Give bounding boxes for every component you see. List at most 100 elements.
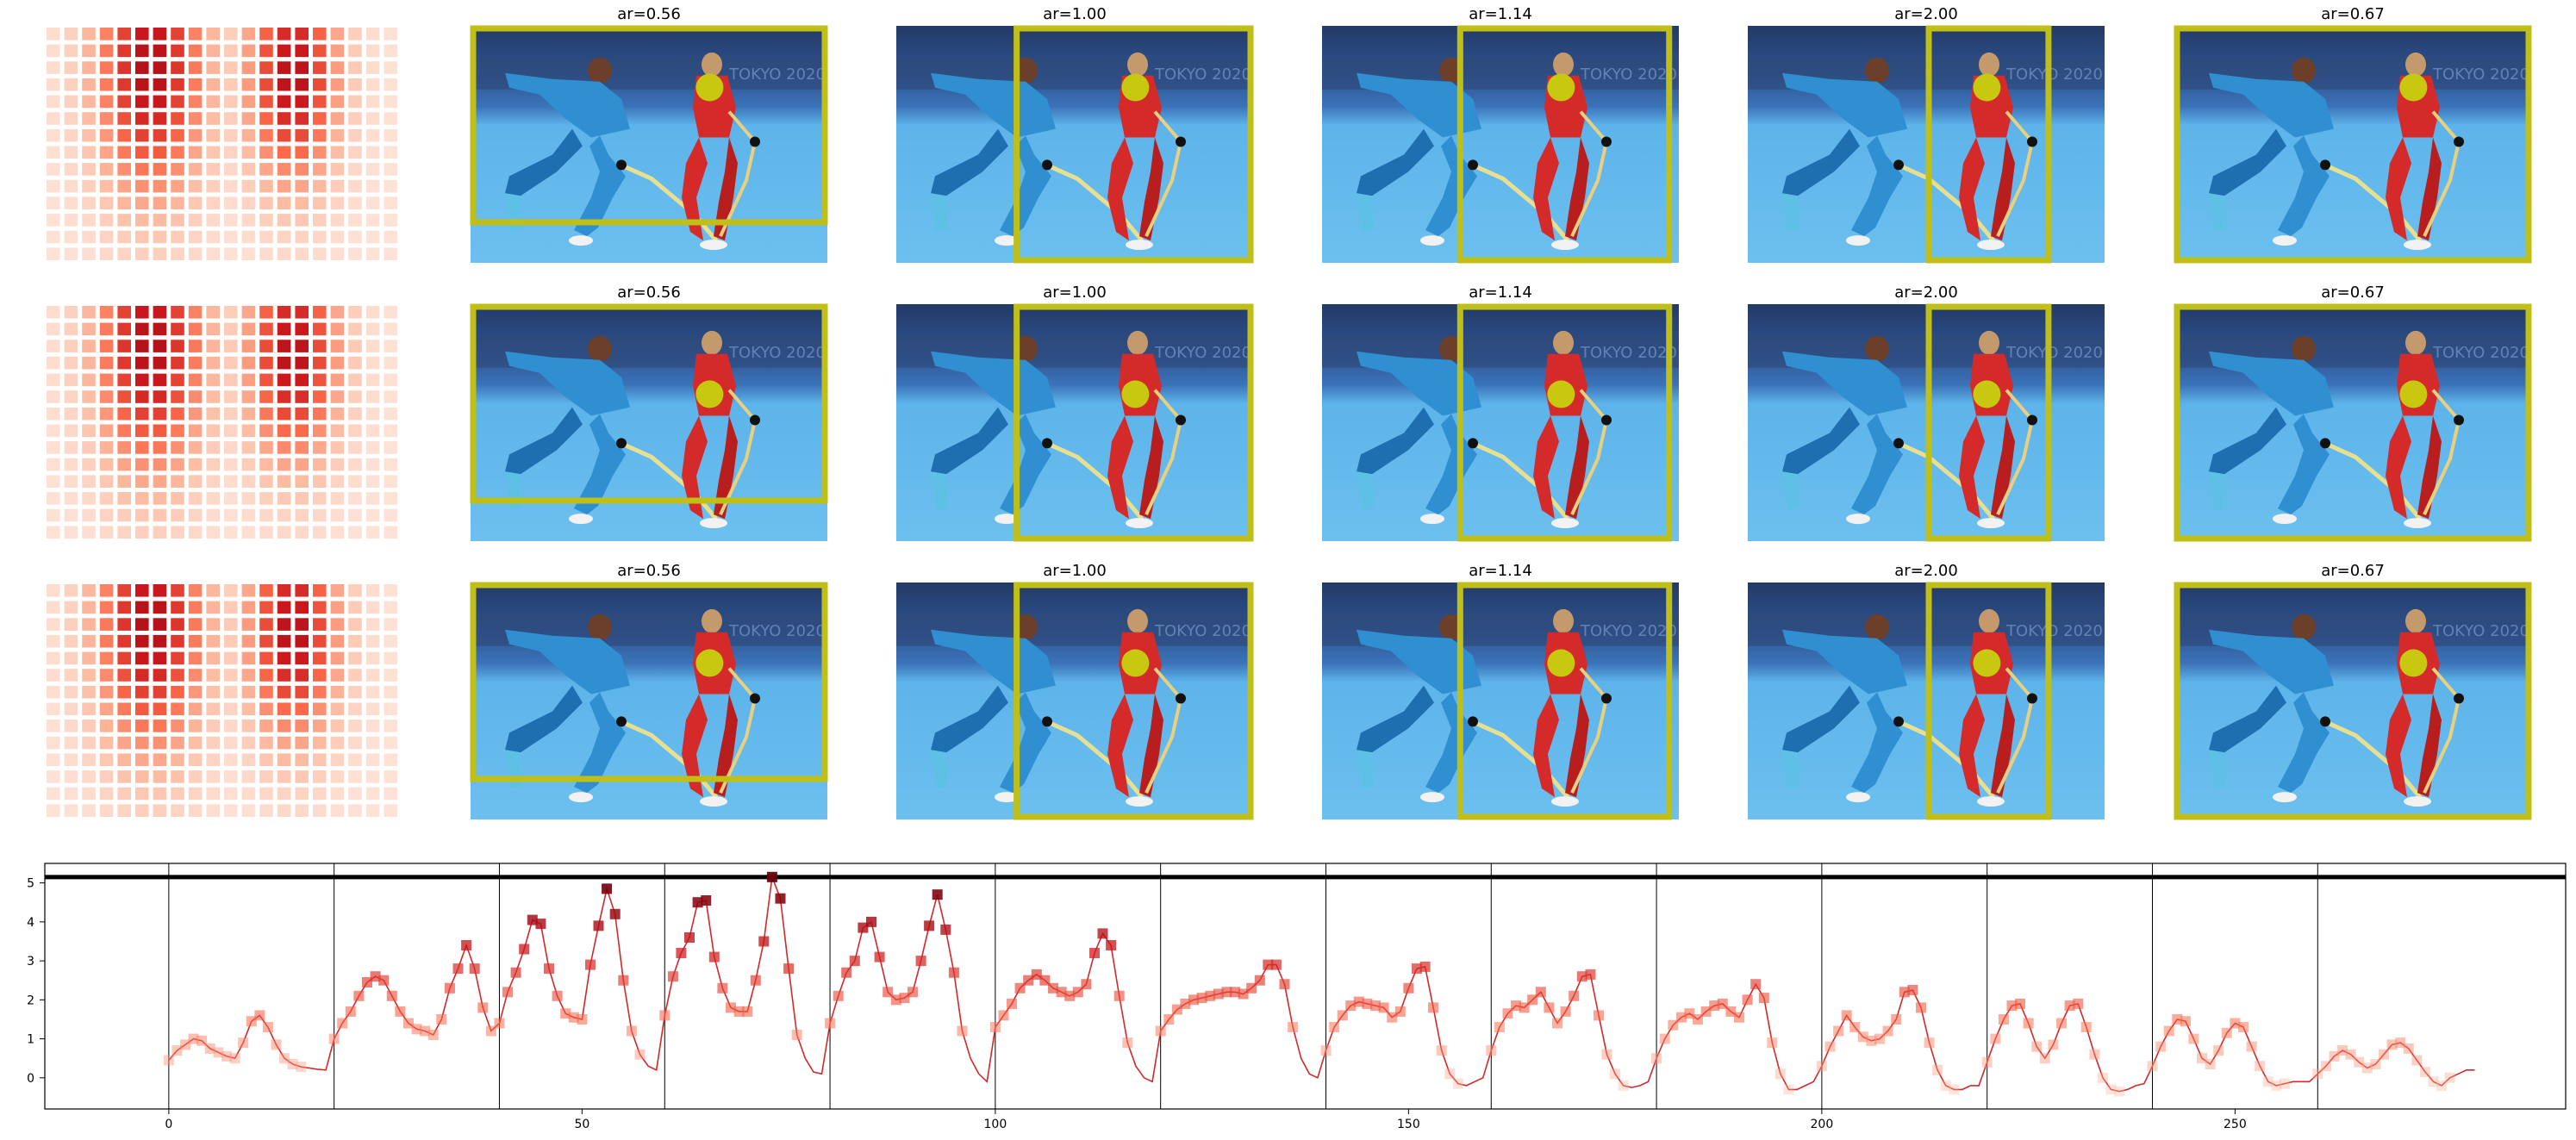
heatmap-cell [153,146,167,159]
heatmap-cell [241,720,256,732]
heatmap-cell [188,163,203,176]
data-point [2023,1018,2034,1029]
heatmap-cell [365,424,380,438]
data-point [254,1010,265,1021]
heatmap-cell [171,787,184,800]
heatmap-cell [47,214,60,227]
data-point [775,893,786,904]
data-point [692,897,703,908]
heatmap-cell [384,787,397,800]
data-point [2073,998,2084,1009]
heatmap-cell [277,651,291,665]
data-point [1668,1019,1679,1031]
heatmap-cell [99,508,114,522]
data-point [271,1039,282,1050]
heatmap-cell [277,196,291,209]
heatmap-cell [277,214,291,227]
heatmap-cell [224,618,238,631]
heatmap-cell [117,163,131,176]
data-point [378,975,390,986]
heatmap-cell [117,61,131,74]
heatmap-cell [99,601,114,614]
data-point [1940,1080,1951,1091]
heatmap-cell [224,804,238,817]
data-point [1502,1008,1513,1019]
heatmap-cell [330,373,345,387]
data-point [676,948,687,958]
heatmap-cell [295,526,309,539]
heatmap-cell [47,492,60,505]
heatmap-cell [241,407,256,420]
heatmap-cell [384,128,397,142]
heatmap-cell [295,618,309,631]
heatmap-cell [188,804,203,817]
heatmap-cell [348,230,362,244]
data-point [783,963,795,975]
heatmap-cell [47,306,60,319]
heatmap-cell [259,179,273,193]
heatmap-cell [47,770,60,783]
heatmap-cell [64,736,78,750]
heatmap-cell [117,247,131,260]
heatmap-cell [277,163,291,176]
heatmap-cell [47,78,60,91]
data-point [188,1033,199,1044]
heatmap-cell [365,112,380,125]
heatmap-cell [224,196,238,209]
data-point [246,1016,257,1027]
heatmap-cell [99,407,114,420]
heatmap-cell [135,720,149,732]
heatmap-cell [384,44,397,58]
panel-grid: ar=0.56 ar=1.00 ar=1.14 ar=2.00 ar=0.67ar=0.… [47,5,2532,820]
heatmap-cell [224,424,238,438]
heatmap-cell [295,146,309,159]
data-point [2213,1045,2224,1056]
heatmap-cell [330,651,345,665]
heatmap-cell [365,584,380,597]
heatmap-cell [153,247,167,260]
heatmap-cell [135,584,149,597]
data-point [1841,1010,1852,1021]
heatmap-cell [348,508,362,522]
heatmap-cell [47,322,60,336]
heatmap-cell [295,230,309,244]
heatmap-cell [295,44,309,58]
heatmap-cell [188,492,203,505]
heatmap-cell [206,475,220,488]
data-point [1916,1002,1926,1013]
heatmap-cell [82,441,96,454]
data-point [1072,987,1083,998]
heatmap-cell [313,787,327,800]
heatmap-cell [153,651,167,665]
data-point [1981,1056,1993,1068]
heatmap-cell [153,441,167,454]
heatmap-cell [47,634,60,648]
heatmap-cell [313,322,327,336]
data-point [742,1006,753,1017]
heatmap-cell [135,78,149,91]
data-point [1998,1014,2009,1025]
heatmap-cell [384,736,397,750]
heatmap-cell [384,770,397,783]
heatmap-cell [330,44,345,58]
heatmap-cell [348,247,362,260]
data-point [577,1014,588,1025]
heatmap-cell [47,230,60,244]
heatmap-cell [99,753,114,766]
heatmap-cell [365,230,380,244]
heatmap-cell [206,112,220,125]
photo-panel: ar=0.56 [470,5,828,263]
saliency-dot [1973,380,2001,408]
heatmap-cell [153,458,167,471]
heatmap-cell [224,770,238,783]
heatmap-cell [47,196,60,209]
heatmap-cell [64,390,78,403]
heatmap-cell [224,340,238,352]
crop-box [1925,303,2052,542]
heatmap-cell [64,179,78,193]
heatmap-cell [365,95,380,109]
heatmap-cell [171,753,184,766]
heatmap-cell [171,584,184,597]
heatmap-cell [171,390,184,403]
heatmap-cell [259,78,273,91]
